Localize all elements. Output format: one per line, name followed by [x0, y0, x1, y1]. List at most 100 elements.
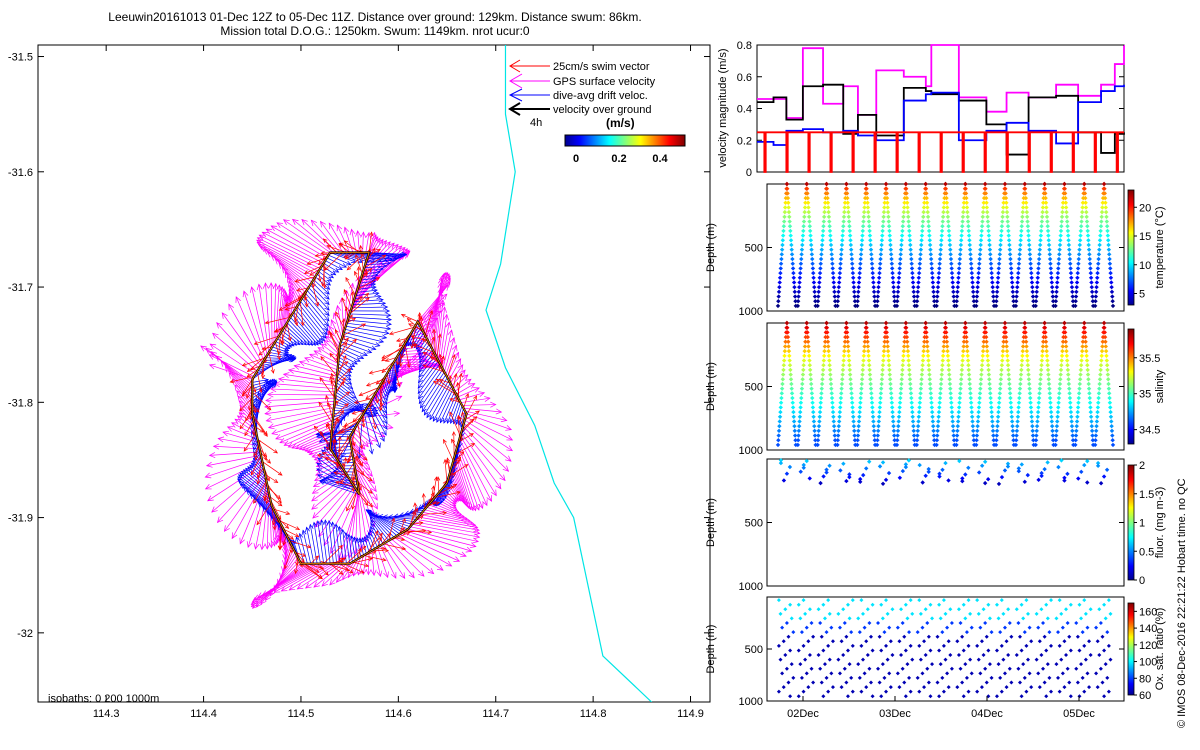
p3-ytick-0: 500 — [745, 518, 763, 530]
p4-cbtick-4: 140 — [1139, 623, 1157, 635]
p4-cbtick-2: 100 — [1139, 657, 1157, 669]
p2-cbtick-1: 35 — [1139, 389, 1151, 401]
p2-profiles — [775, 320, 1116, 448]
colorbar-title: (m/s) — [606, 116, 635, 130]
p2-ytick-1: 1000 — [739, 445, 763, 457]
p1-cbtick-0: 5 — [1139, 289, 1145, 301]
p4-ytick-0: 500 — [745, 644, 763, 656]
p3-ytick-1: 1000 — [739, 581, 763, 593]
coastline — [485, 45, 652, 702]
p1-colorbar — [1127, 189, 1135, 306]
map-xtick-5: 114.8 — [580, 708, 607, 720]
p2-cblabel: salinity — [1154, 369, 1166, 403]
velocity-ytick-1: 0.2 — [737, 135, 752, 147]
fluorescence-panel: 500 1000 Depth (m) 0 0.5 1 1.5 2 fluor. (mg m-3) — [705, 458, 1166, 593]
chart-title: Leeuwin20161013 01-Dec 12Z to 05-Dec 11Z… — [40, 10, 710, 38]
map-ytick-1: -31.6 — [8, 167, 33, 179]
p1-cbtick-3: 20 — [1139, 202, 1151, 214]
isobaths-label: isobaths: 0 200 1000m — [48, 693, 160, 705]
map-frame — [37, 44, 711, 703]
speed-colorbar — [564, 134, 686, 147]
p1-profiles — [775, 181, 1116, 309]
velocity-ytick-0: 0 — [746, 167, 752, 179]
legend-gps-label: GPS surface velocity — [553, 76, 656, 88]
velocity-ytick-3: 0.6 — [737, 72, 752, 84]
p2-ytick-0: 500 — [745, 382, 763, 394]
temperature-panel: 500 1000 Depth (m) 5 10 15 20 temperature (°C) — [705, 181, 1166, 318]
p3-cbtick-0: 0 — [1139, 575, 1145, 587]
velocity-ytick-2: 0.4 — [737, 104, 752, 116]
p4-ylabel: Depth (m) — [705, 625, 717, 674]
p1-ytick-0: 500 — [745, 243, 763, 255]
legend-drift-label: dive-avg drift veloc. — [553, 90, 648, 102]
map-xtick-6: 114.9 — [677, 708, 704, 720]
salinity-panel: 500 1000 Depth (m) 34.5 35 35.5 salinity — [705, 320, 1166, 457]
legend-gps: GPS surface velocity — [509, 73, 656, 89]
map-xtick-2: 114.5 — [288, 708, 315, 720]
date-tick-0: 02Dec — [787, 708, 819, 720]
p1-ylabel: Depth (m) — [705, 223, 717, 272]
p4-cbtick-0: 60 — [1139, 690, 1151, 702]
map-xtick-1: 114.4 — [190, 708, 217, 720]
colorbar-tick-2: 0.4 — [652, 153, 668, 165]
map-xtick-4: 114.7 — [482, 708, 509, 720]
p1-ytick-1: 1000 — [739, 306, 763, 318]
credit-line: © IMOS 08-Dec-2016 22:21:22 Hobart time.… — [1176, 478, 1188, 728]
legend-drift: dive-avg drift veloc. — [508, 88, 648, 102]
map-ytick-2: -31.7 — [8, 282, 33, 294]
p4-profiles — [776, 598, 1113, 699]
legend-ground: velocity over ground — [508, 102, 651, 116]
map-ytick-4: -31.9 — [8, 513, 33, 525]
velocity-ylabel: velocity magnitude (m/s) — [717, 48, 729, 167]
date-tick-3: 05Dec — [1063, 708, 1095, 720]
gps-vectors — [200, 218, 514, 609]
map-ytick-5: -32 — [17, 628, 33, 640]
date-tick-1: 03Dec — [879, 708, 911, 720]
colorbar-tick-1: 0.2 — [611, 153, 626, 165]
title-line-1: Leeuwin20161013 01-Dec 12Z to 05-Dec 11Z… — [108, 10, 642, 24]
track-map: 114.3 114.4 114.5 114.6 114.7 114.8 114.9 -31.5… — [8, 44, 711, 720]
map-xtick-3: 114.6 — [385, 708, 412, 720]
p3-cblabel: fluor. (mg m-3) — [1154, 487, 1166, 559]
p3-cbtick-1: 0.5 — [1139, 546, 1154, 558]
velocity-series-2 — [757, 84, 1125, 146]
map-ytick-0: -31.5 — [8, 52, 33, 64]
p3-colorbar — [1127, 464, 1135, 581]
p3-cbtick-3: 1.5 — [1139, 489, 1154, 501]
p1-cbtick-1: 10 — [1139, 260, 1151, 272]
p4-colorbar — [1127, 602, 1135, 696]
p3-ylabel: Depth (m) — [705, 498, 717, 547]
legend-swim-label: 25cm/s swim vector — [553, 61, 650, 73]
p3-cbtick-2: 1 — [1139, 518, 1145, 530]
colorbar-tick-0: 0 — [573, 153, 579, 165]
velocity-series-0 — [757, 44, 1125, 119]
legend-tag: 4h — [530, 117, 542, 129]
p3-profiles — [778, 458, 1110, 487]
legend-swim: 25cm/s swim vector — [509, 59, 650, 73]
p4-cblabel: Ox. sat. ratio (%) — [1154, 608, 1166, 691]
title-line-2: Mission total D.O.G.: 1250km. Swum: 1149… — [220, 24, 530, 38]
p2-ylabel: Depth (m) — [705, 362, 717, 411]
p2-colorbar — [1127, 328, 1135, 445]
legend-ground-label: velocity over ground — [553, 104, 651, 116]
p2-cbtick-0: 34.5 — [1139, 425, 1160, 437]
velocity-ytick-4: 0.8 — [737, 40, 752, 52]
p4-ytick-1: 1000 — [739, 696, 763, 708]
map-xtick-0: 114.3 — [93, 708, 120, 720]
p4-cbtick-1: 80 — [1139, 673, 1151, 685]
velocity-series-3 — [757, 131, 1124, 173]
drift-vectors — [237, 251, 467, 564]
p1-cblabel: temperature (°C) — [1154, 206, 1166, 288]
p4-cbtick-5: 160 — [1139, 606, 1157, 618]
map-legend: 25cm/s swim vector GPS surface velocity … — [508, 59, 686, 165]
map-ytick-3: -31.8 — [8, 397, 33, 409]
p4-cbtick-3: 120 — [1139, 640, 1157, 652]
p2-cbtick-2: 35.5 — [1139, 353, 1160, 365]
p1-cbtick-2: 15 — [1139, 231, 1151, 243]
p3-cbtick-4: 2 — [1139, 460, 1145, 472]
date-tick-2: 04Dec — [971, 708, 1003, 720]
ground-track-speed — [251, 252, 467, 565]
velocity-panel: 0 0.2 0.4 0.6 0.8 velocity magnitude (m/s) — [717, 40, 1125, 179]
